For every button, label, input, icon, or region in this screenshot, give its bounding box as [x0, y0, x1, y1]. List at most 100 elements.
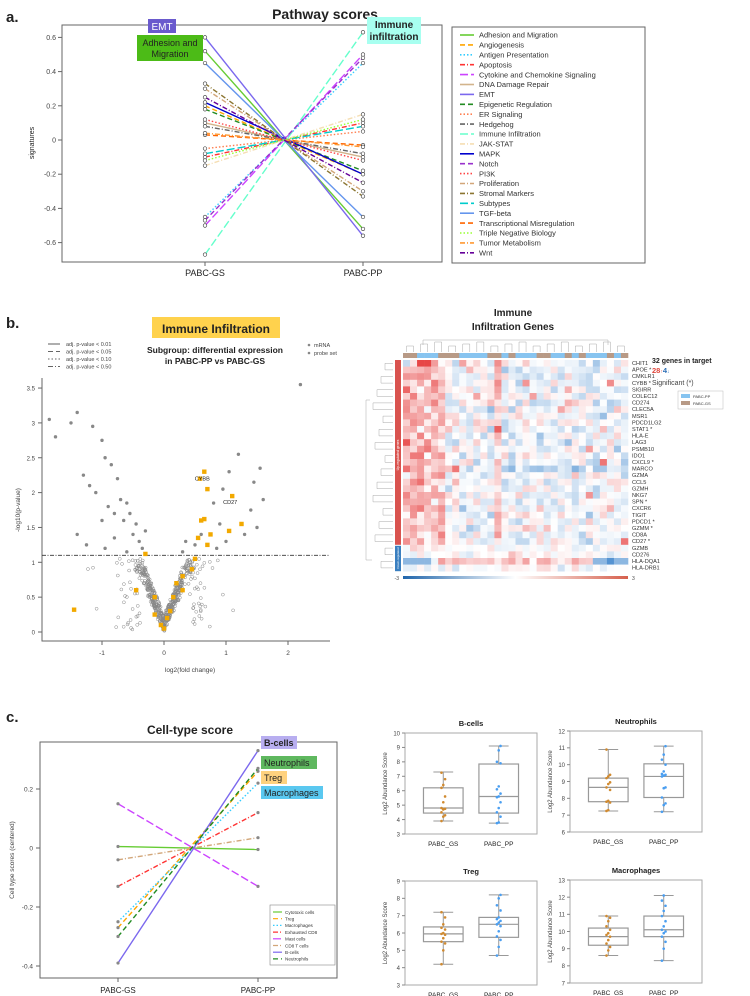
heatmap-cell — [564, 538, 573, 546]
heatmap-cell — [452, 360, 460, 367]
heatmap-cell — [438, 386, 446, 394]
probe-point — [128, 580, 132, 585]
heatmap-cell — [613, 518, 622, 526]
x-tick-label: PABC-PP — [241, 986, 276, 995]
gene-label: LAG3 — [632, 440, 646, 446]
target-gene-point — [239, 521, 244, 527]
emt-label-box — [148, 19, 176, 33]
heatmap-cell — [431, 445, 439, 453]
x-tick-label: PABC_PP — [484, 992, 514, 996]
heatmap-cell — [431, 373, 439, 381]
heatmap-cell — [557, 511, 566, 519]
heatmap-cell — [550, 452, 558, 460]
heatmap-cell — [424, 439, 432, 447]
heatmap-cell — [445, 386, 453, 394]
significant-point — [215, 546, 219, 551]
gene-label: PSMB10 — [632, 447, 654, 453]
legend-item: CD8 T cells — [285, 943, 309, 948]
heatmap-cell — [487, 393, 495, 400]
y-tick-label: 4 — [397, 818, 401, 824]
heatmap-cell — [522, 505, 530, 513]
heatmap-cell — [613, 544, 622, 552]
probe-point — [179, 570, 183, 574]
probe-point — [185, 569, 189, 573]
plot-frame — [404, 732, 538, 835]
heatmap-cell — [599, 452, 608, 460]
y-tick-label: 7 — [562, 813, 566, 819]
target-gene-point — [171, 594, 176, 600]
heatmap-cell — [466, 538, 474, 546]
heatmap-cell — [606, 386, 615, 394]
heatmap-cell — [417, 406, 425, 414]
legend-item: Tumor Metabolism — [479, 239, 541, 248]
heatmap-cell — [445, 538, 453, 546]
column-annotation — [613, 353, 622, 358]
heatmap-cell — [438, 393, 446, 400]
target-gene-point — [133, 587, 139, 593]
heatmap-cell — [529, 432, 537, 440]
probe-point — [86, 567, 90, 571]
y-tick-label: 13 — [558, 878, 565, 884]
sample-point — [664, 763, 667, 766]
x-tick-label: 2 — [286, 650, 290, 657]
probe-point — [191, 620, 195, 624]
target-gene-point — [143, 551, 148, 557]
heatmap-cell — [403, 432, 411, 440]
heatmap-cell — [564, 465, 573, 473]
probe-point — [194, 610, 198, 614]
heatmap-cell — [564, 373, 573, 381]
heatmap-cell — [480, 412, 488, 420]
heatmap-cell — [445, 445, 453, 453]
heatmap-cell — [452, 459, 460, 466]
heatmap-cell — [522, 406, 530, 414]
heatmap-cell — [515, 492, 523, 499]
probe-point — [173, 599, 178, 603]
heatmap-cell — [571, 360, 580, 367]
heatmap-cell — [438, 544, 446, 552]
row-dendrogram — [372, 402, 393, 410]
y-tick-label: -0.2 — [22, 905, 34, 912]
heatmap-cell — [592, 551, 601, 559]
heatmap-cell — [529, 518, 537, 526]
heatmap-cell — [585, 472, 594, 480]
significant-point — [112, 511, 117, 516]
heatmap-cell — [452, 498, 460, 506]
y-tick-label: 8 — [562, 964, 566, 970]
heatmap-cell — [501, 432, 509, 440]
heatmap-cell — [557, 399, 566, 407]
column-dendrogram — [589, 343, 597, 352]
heatmap-cell — [515, 564, 523, 572]
heatmap-cell — [557, 439, 566, 447]
probe-point — [91, 565, 95, 570]
group-legend-item: PABC-GS — [693, 401, 711, 406]
sample-point — [660, 758, 664, 761]
legend-item: Antigen Presentation — [479, 51, 549, 60]
heatmap-cell — [620, 531, 629, 539]
probe-point — [128, 618, 133, 622]
heatmap-cell — [473, 452, 481, 460]
heatmap-cell — [606, 366, 615, 374]
series-line — [204, 134, 364, 146]
heatmap-cell — [466, 386, 474, 394]
heatmap-cell — [452, 386, 460, 394]
heatmap-cell — [557, 379, 566, 387]
series-point — [360, 155, 366, 160]
probe-point — [127, 568, 131, 573]
heatmap-cell — [494, 452, 502, 460]
heatmap-cell — [571, 564, 580, 572]
sample-point — [441, 800, 445, 804]
heatmap-cell — [424, 492, 432, 499]
heatmap-cell — [522, 551, 530, 559]
heatmap-cell — [452, 518, 460, 526]
heatmap-cell — [494, 465, 502, 473]
heatmap-cell — [515, 360, 523, 367]
heatmap-cell — [452, 511, 460, 519]
heatmap-cell — [466, 558, 474, 565]
probe-point — [116, 615, 121, 620]
heatmap-cell — [445, 485, 453, 493]
heatmap-cell — [452, 373, 460, 381]
target-gene-point — [180, 587, 185, 593]
probe-point — [125, 595, 129, 599]
heatmap-cell — [487, 366, 495, 374]
